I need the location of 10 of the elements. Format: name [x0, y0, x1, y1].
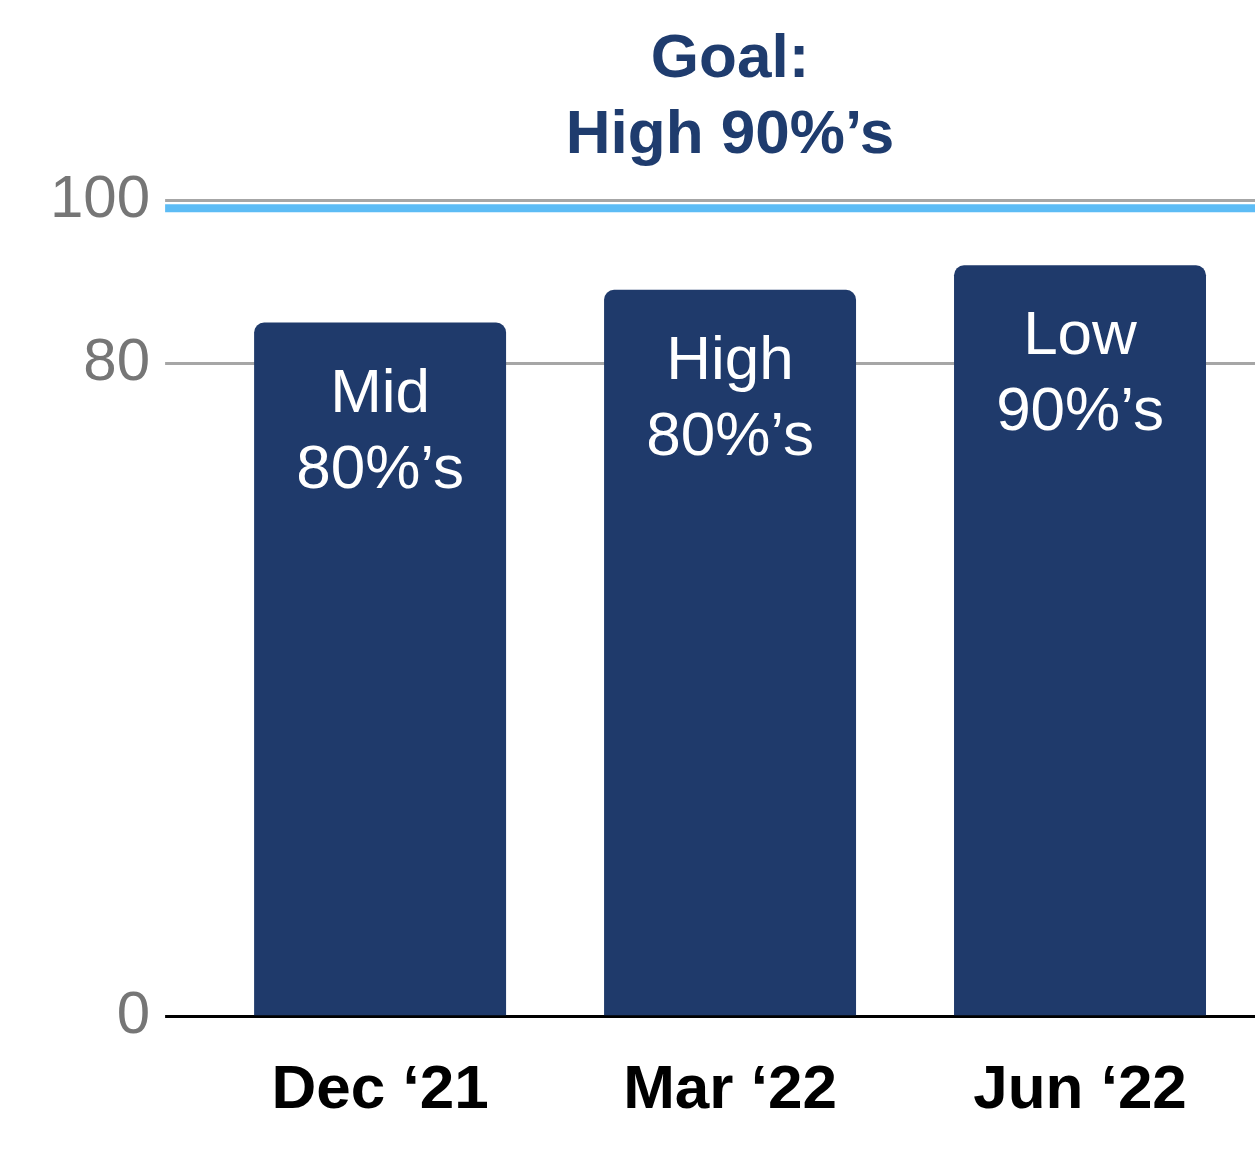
y-tick-label: 80 [83, 325, 151, 393]
x-tick-label: Dec ‘21 [271, 1051, 489, 1121]
y-tick-label: 100 [50, 162, 151, 230]
x-tick-label: Mar ‘22 [623, 1051, 837, 1121]
x-tick-label: Jun ‘22 [973, 1051, 1187, 1121]
data-label: Low 90%’s [996, 298, 1164, 444]
data-label: High 80%’s [646, 322, 814, 468]
y-tick-label: 0 [116, 979, 151, 1047]
data-label: Mid 80%’s [296, 355, 464, 501]
ref-line-label: Goal: High 90%’s [565, 21, 895, 167]
